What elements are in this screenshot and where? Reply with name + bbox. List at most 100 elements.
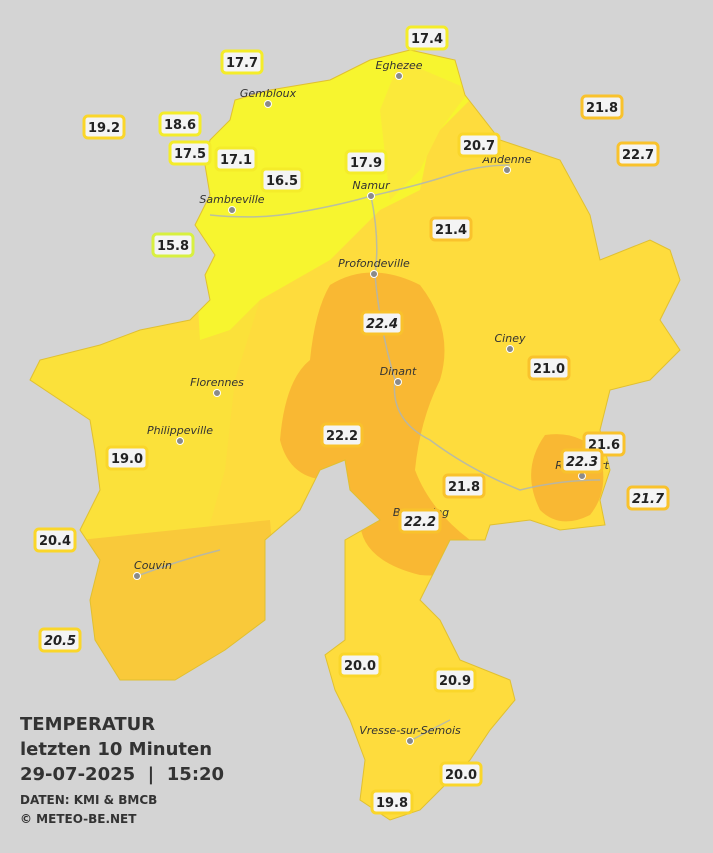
- station-box: [442, 473, 486, 499]
- legend-datetime: 29-07-2025 | 15:20: [20, 764, 224, 785]
- station-value: 21.4: [435, 223, 467, 238]
- station: 21.7: [626, 485, 670, 511]
- station-value: 21.0: [533, 362, 565, 377]
- city-dot: [506, 345, 514, 353]
- station-value: 21.8: [586, 101, 618, 116]
- station-value: 20.0: [445, 768, 477, 783]
- city-dot: [367, 192, 375, 200]
- legend-title: TEMPERATUR: [20, 714, 155, 735]
- station-box: [360, 310, 404, 336]
- station: 21.0: [527, 355, 571, 381]
- city-dot: [406, 737, 414, 745]
- city-label: Florennes: [190, 376, 244, 389]
- station-value: 22.2: [404, 515, 436, 530]
- station: 22.2: [398, 508, 442, 534]
- station-value: 20.0: [344, 659, 376, 674]
- station-value: 17.5: [174, 147, 206, 162]
- station: 20.0: [439, 761, 483, 787]
- city-dot: [213, 389, 221, 397]
- station-box: [580, 94, 624, 120]
- city-label: Namur: [352, 179, 391, 192]
- station: 20.5: [38, 627, 82, 653]
- station: 19.2: [82, 114, 126, 140]
- city-label: Vresse-sur-Semois: [359, 724, 461, 737]
- station-box: [398, 508, 442, 534]
- station: 22.7: [616, 141, 660, 167]
- city-dot: [133, 572, 141, 580]
- station-box: [38, 627, 82, 653]
- city-label: Sambreville: [199, 193, 264, 206]
- station-box: [429, 216, 473, 242]
- legend-copyright: © METEO-BE.NET: [20, 812, 137, 826]
- city-dot: [370, 270, 378, 278]
- station-box: [220, 49, 264, 75]
- city-label: Ciney: [495, 332, 526, 345]
- station: 22.3: [560, 448, 604, 474]
- station-value: 20.7: [463, 139, 495, 154]
- station: 20.4: [33, 527, 77, 553]
- station: 22.4: [360, 310, 404, 336]
- station: 22.2: [320, 422, 364, 448]
- station-box: [320, 422, 364, 448]
- station-value: 22.4: [366, 317, 398, 332]
- station-box: [344, 149, 388, 175]
- station: 17.1: [214, 146, 258, 172]
- station-value: 17.1: [220, 153, 252, 168]
- city-dot: [395, 72, 403, 80]
- station: 20.9: [433, 667, 477, 693]
- station-box: [338, 652, 382, 678]
- station: 18.6: [158, 111, 202, 137]
- city-label: Couvin: [134, 559, 172, 572]
- city-dot: [228, 206, 236, 214]
- station-value: 20.5: [44, 634, 76, 649]
- station-value: 19.8: [376, 796, 408, 811]
- station: 15.8: [151, 232, 195, 258]
- station-value: 22.7: [622, 148, 654, 163]
- station-value: 20.9: [439, 674, 471, 689]
- station: 19.8: [370, 789, 414, 815]
- station-value: 17.7: [226, 56, 258, 71]
- station: 17.7: [220, 49, 264, 75]
- city-dot: [176, 437, 184, 445]
- station: 21.8: [442, 473, 486, 499]
- station-value: 22.3: [566, 455, 598, 470]
- city-dot: [503, 166, 511, 174]
- station-value: 15.8: [157, 239, 189, 254]
- station-box: [457, 132, 501, 158]
- city-dot: [578, 472, 586, 480]
- legend-subtitle: letzten 10 Minuten: [20, 739, 212, 760]
- city-label: Profondeville: [338, 257, 410, 270]
- city-label: Dinant: [380, 365, 417, 378]
- station-box: [151, 232, 195, 258]
- station-box: [82, 114, 126, 140]
- station: 20.7: [457, 132, 501, 158]
- station: 19.0: [105, 445, 149, 471]
- city-dot: [394, 378, 402, 386]
- city-label: Gembloux: [240, 87, 297, 100]
- rivers: [136, 164, 601, 742]
- station-box: [33, 527, 77, 553]
- station-box: [626, 485, 670, 511]
- station-value: 22.2: [326, 429, 358, 444]
- station: 21.4: [429, 216, 473, 242]
- station-value: 18.6: [164, 118, 196, 133]
- station-value: 21.7: [632, 492, 665, 507]
- station-box: [370, 789, 414, 815]
- station-box: [168, 140, 212, 166]
- station-value: 17.4: [411, 32, 443, 47]
- station-box: [560, 448, 604, 474]
- station-value: 21.8: [448, 480, 480, 495]
- station: 17.4: [405, 25, 449, 51]
- station: 17.5: [168, 140, 212, 166]
- station-box: [105, 445, 149, 471]
- station-box: [405, 25, 449, 51]
- station-box: [214, 146, 258, 172]
- city-label: Philippeville: [147, 424, 213, 437]
- station-box: [260, 167, 304, 193]
- station-value: 20.4: [39, 534, 71, 549]
- city-label: Eghezee: [376, 59, 423, 72]
- station: 17.9: [344, 149, 388, 175]
- station-box: [616, 141, 660, 167]
- city-dot: [264, 100, 272, 108]
